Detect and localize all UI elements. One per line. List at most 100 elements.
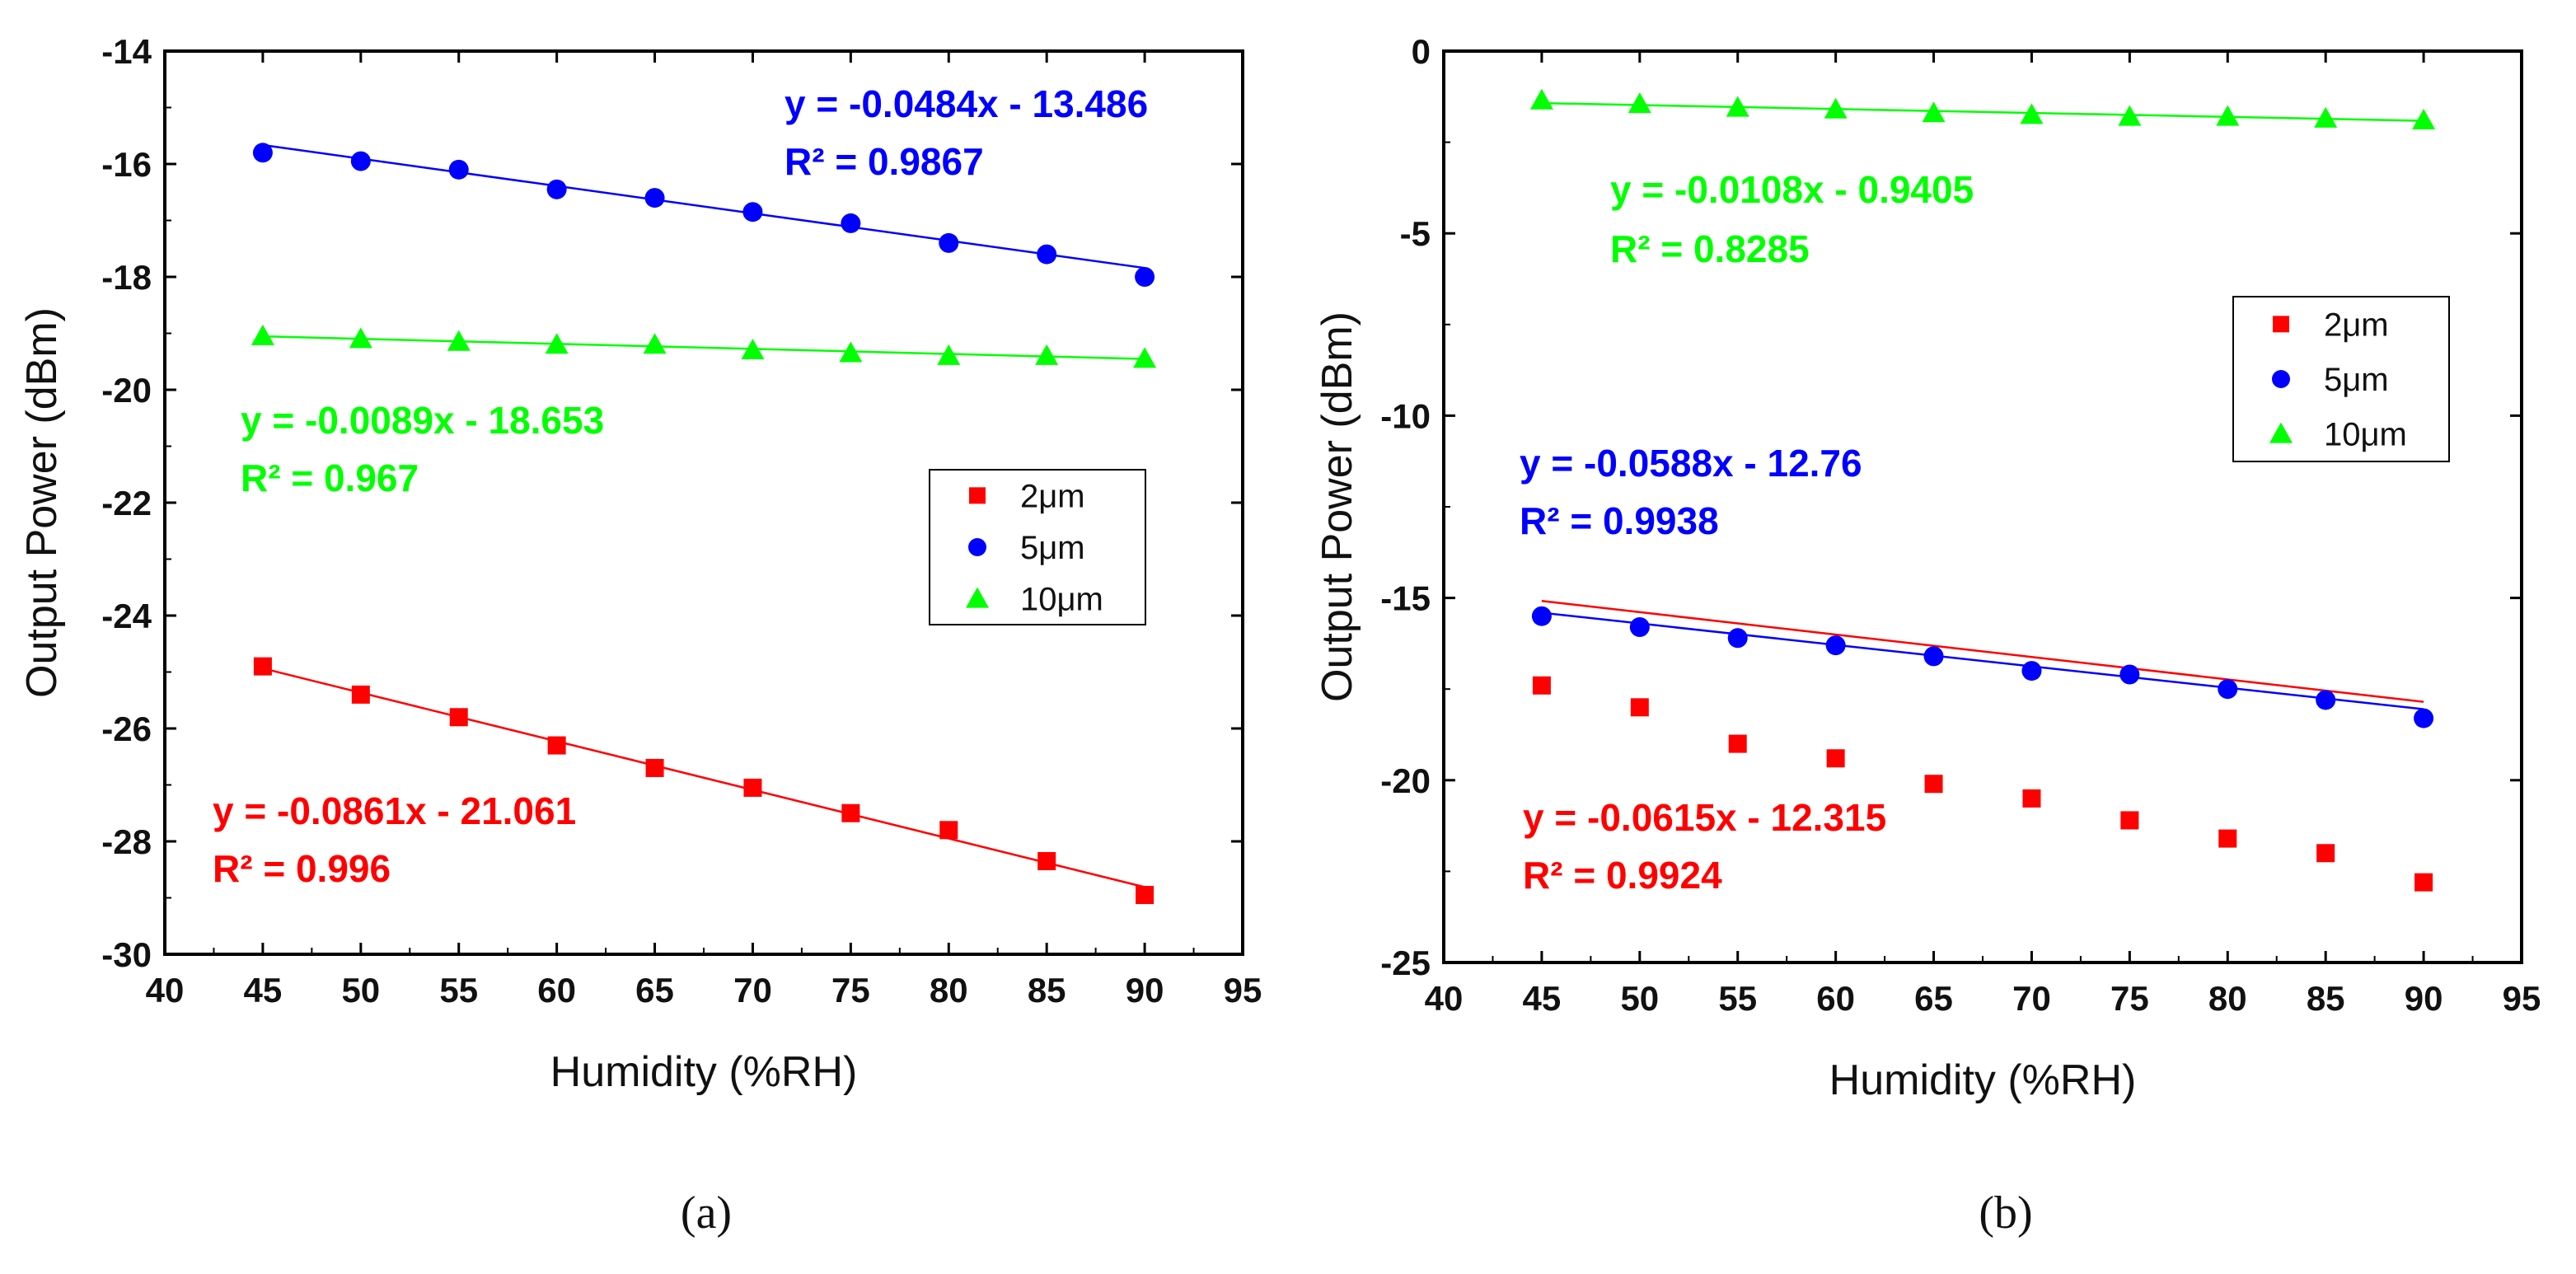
y-tick-label: -22: [101, 484, 152, 522]
fit-equation: y = -0.0108x - 0.9405: [1610, 168, 1974, 211]
fit-equation: y = -0.0588x - 12.76: [1520, 442, 1862, 485]
x-tick-label: 75: [2110, 979, 2149, 1018]
x-tick-label: 80: [930, 971, 968, 1009]
data-point-square: [645, 758, 664, 777]
data-point-triangle: [2118, 105, 2142, 126]
x-tick-label: 95: [2503, 979, 2541, 1018]
data-point-square: [2120, 811, 2139, 830]
x-tick-label: 65: [635, 971, 674, 1009]
data-point-square: [253, 657, 272, 676]
y-tick-label: -28: [101, 822, 152, 861]
data-point-circle: [252, 143, 273, 163]
data-point-square: [1826, 749, 1845, 768]
data-point-circle: [1923, 646, 1944, 667]
series-0: [1532, 600, 2433, 892]
y-tick-label: -15: [1380, 579, 1431, 618]
data-point-triangle: [1922, 101, 1946, 123]
x-tick-label: 95: [1224, 971, 1262, 1009]
data-point-triangle: [1133, 347, 1157, 368]
legend-entry: 10μm: [2324, 417, 2407, 453]
data-point-square: [939, 821, 958, 840]
chart-b: 40 45 50 55 60 65 70 75 80 85 90 95 -25 -20 -15 -10 -5 0 H…: [1314, 32, 2541, 1239]
data-point-square: [1924, 775, 1943, 794]
data-point-circle: [2414, 708, 2434, 728]
legend-marker-circle: [2272, 370, 2290, 388]
data-point-square: [841, 803, 860, 822]
legend-entry: 5μm: [2324, 362, 2389, 398]
x-tick-label: 85: [1028, 971, 1066, 1009]
data-point-square: [743, 778, 762, 797]
y-tick-label: -16: [101, 145, 152, 184]
panel-caption: (b): [1979, 1187, 2032, 1239]
data-point-circle: [742, 202, 763, 222]
data-point-square: [2218, 829, 2237, 848]
x-tick-label: 40: [146, 971, 185, 1009]
x-tick-label: 70: [2012, 979, 2051, 1018]
data-point-square: [351, 685, 370, 704]
legend-entry: 2μm: [1020, 478, 1085, 514]
x-tick-label: 85: [2307, 979, 2345, 1018]
x-tick-label: 45: [1523, 979, 1562, 1018]
data-point-square: [2316, 844, 2335, 863]
data-point-circle: [1629, 616, 1650, 637]
x-tick-label: 65: [1914, 979, 1953, 1018]
x-tick-label: 60: [1816, 979, 1855, 1018]
y-tick-label: 0: [1412, 32, 1431, 71]
data-point-triangle: [741, 339, 765, 360]
x-tick-label: 70: [733, 971, 772, 1009]
legend-marker-square: [969, 487, 986, 504]
data-point-circle: [448, 159, 469, 180]
legend-box: [929, 469, 1146, 625]
x-tick-label: 90: [2405, 979, 2443, 1018]
data-point-triangle: [349, 327, 372, 349]
y-tick-label: -20: [1380, 761, 1431, 800]
data-point-triangle: [447, 330, 471, 351]
data-point-circle: [939, 232, 959, 253]
x-tick-label: 50: [1620, 979, 1659, 1018]
data-point-triangle: [643, 333, 667, 354]
data-point-square: [449, 708, 468, 727]
legend-marker-triangle: [966, 587, 989, 608]
data-point-triangle: [2314, 106, 2338, 128]
series-2: [1529, 88, 2436, 130]
data-point-circle: [1037, 244, 1057, 265]
y-tick-label: -26: [101, 710, 152, 748]
fit-r-squared: R² = 0.996: [213, 847, 391, 890]
series-0: [253, 657, 1155, 905]
y-tick-label: -25: [1380, 944, 1431, 982]
fit-r-squared: R² = 0.9867: [785, 140, 984, 183]
data-point-circle: [350, 151, 371, 171]
data-point-circle: [644, 188, 665, 208]
legend: 2μm 5μm 10μm: [2232, 296, 2450, 462]
x-axis-label: Humidity (%RH): [1829, 1056, 2137, 1104]
fit-equation: y = -0.0484x - 13.486: [785, 82, 1148, 125]
legend-marker-circle: [968, 538, 986, 556]
legend-marker-square: [2273, 316, 2289, 333]
data-point-triangle: [1628, 92, 1651, 114]
data-point-square: [1037, 851, 1056, 870]
fit-r-squared: R² = 0.9924: [1523, 854, 1722, 897]
data-point-circle: [1135, 267, 1155, 287]
fit-line: [1541, 600, 2424, 703]
series-1: [252, 143, 1155, 287]
legend-box: [2232, 296, 2450, 462]
data-point-triangle: [251, 324, 274, 345]
y-tick-label: -18: [101, 258, 152, 297]
data-point-triangle: [1726, 96, 1749, 117]
data-point-triangle: [1529, 88, 1553, 110]
x-tick-label: 60: [537, 971, 576, 1009]
y-tick-label: -5: [1400, 214, 1431, 253]
data-point-circle: [1531, 606, 1552, 626]
data-point-circle: [1727, 628, 1748, 649]
y-tick-label: -14: [101, 32, 152, 71]
fit-line: [262, 143, 1145, 269]
fit-line: [1541, 101, 2424, 122]
data-point-triangle: [1035, 344, 1059, 365]
data-point-circle: [2316, 690, 2336, 710]
panel-caption: (a): [681, 1187, 732, 1239]
data-point-triangle: [2412, 109, 2436, 130]
y-tick-label: -20: [101, 371, 152, 410]
fit-line: [262, 335, 1145, 360]
legend-entry: 2μm: [2324, 307, 2389, 343]
